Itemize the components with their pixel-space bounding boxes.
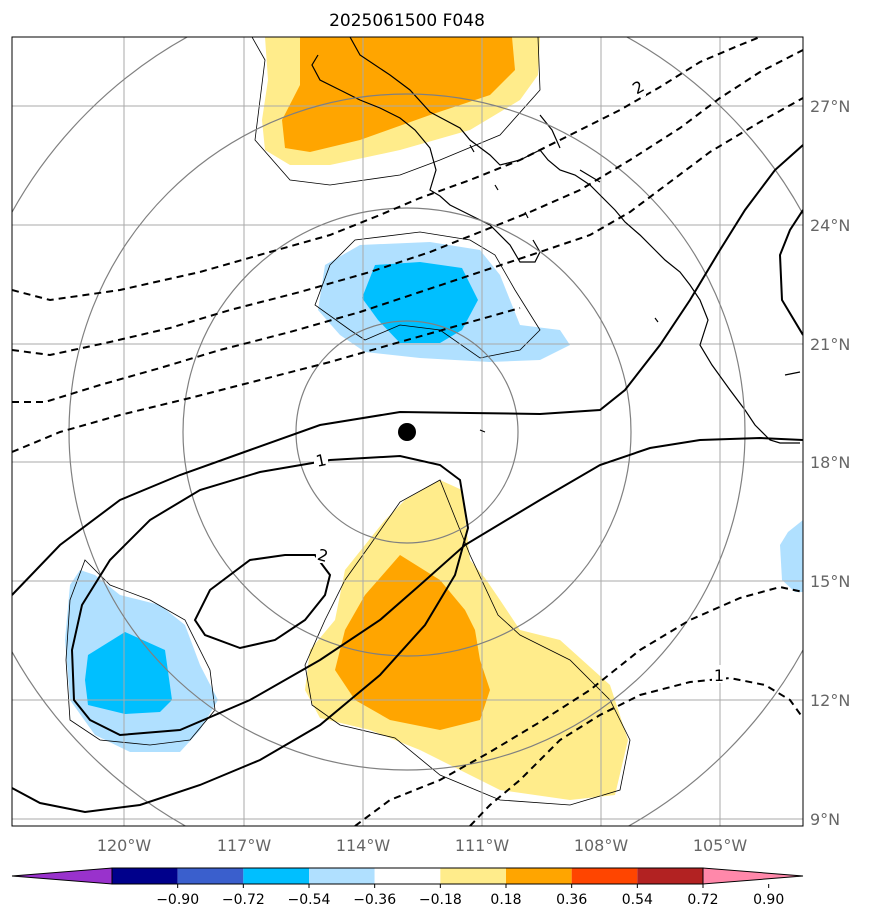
fill-negative-east-edge [780, 520, 803, 592]
colorbar-segment [637, 868, 703, 884]
colorbar-segment [571, 868, 638, 884]
colorbar-segment [309, 868, 375, 884]
coastline-islands [469, 144, 801, 433]
range-ring-1 [295, 320, 519, 544]
lat-label-24n: 24°N [810, 216, 850, 235]
lat-label-9n: 9°N [810, 810, 840, 829]
lat-label-18n: 18°N [810, 453, 850, 472]
colorbar-tick-label: −0.90 [156, 892, 199, 908]
colorbar-tick-label: 0.72 [687, 892, 718, 908]
colorbar-tick-label: 0.54 [622, 892, 653, 908]
thin-contour-south [304, 479, 631, 806]
dashed-contour-n2 [12, 49, 803, 357]
colorbar-segment [112, 868, 178, 884]
contour-label-1-east: 1 [714, 666, 724, 685]
colorbar-segment [506, 868, 572, 884]
lon-label-105w: 105°W [693, 836, 748, 855]
map-frame [11, 36, 804, 827]
lon-label-108w: 108°W [574, 836, 629, 855]
colorbar-tick-label: 0.90 [753, 892, 784, 908]
dashed-contour-n4 [12, 307, 521, 453]
range-ring-3 [68, 93, 746, 771]
colorbar-tick-label: −0.72 [222, 892, 265, 908]
lat-label-21n: 21°N [810, 335, 850, 354]
dashed-contour-s2 [469, 676, 803, 826]
dashed-contour-n3 [12, 97, 803, 403]
lon-labels: 120°W 117°W 114°W 111°W 108°W 105°W [97, 836, 748, 855]
lon-label-120w: 120°W [97, 836, 152, 855]
solid-contour-2-inner [193, 554, 332, 650]
colorbar-segment [440, 868, 506, 884]
coastline-baja [311, 54, 541, 263]
lon-label-114w: 114°W [336, 836, 391, 855]
dashed-contours [12, 37, 803, 826]
lat-label-15n: 15°N [810, 572, 850, 591]
range-rings [12, 37, 803, 826]
map-panel: 2 1 2 1 [12, 37, 803, 826]
lon-label-117w: 117°W [217, 836, 272, 855]
contour-label-1-central: 1 [314, 450, 328, 471]
fill-negative-central-dark [362, 262, 478, 343]
colorbar-tick-label: −0.54 [288, 892, 331, 908]
lat-labels: 27°N 24°N 21°N 18°N 15°N 12°N 9°N [810, 97, 850, 829]
colorbar-extend-low [11, 867, 113, 885]
solid-contour-1a [12, 144, 803, 596]
graticule [12, 37, 803, 826]
contour-labels: 2 1 2 1 [314, 76, 726, 685]
figure-title: 2025061500 F048 [329, 11, 485, 31]
lon-label-111w: 111°W [455, 836, 510, 855]
colorbar-segment [374, 868, 441, 884]
colorbar-segment [177, 868, 244, 884]
colorbar-tick-label: 0.36 [556, 892, 587, 908]
thin-contour-sw [65, 559, 216, 746]
solid-contour-1b [12, 436, 803, 814]
colorbar-segment [243, 868, 309, 884]
coastline-gulf-mainland [349, 37, 800, 444]
lat-label-27n: 27°N [810, 97, 850, 116]
colorbar-frame [111, 867, 704, 885]
colorbar-tick-label: 0.18 [490, 892, 521, 908]
colorbar-extend-high [702, 867, 804, 885]
storm-center-marker [398, 423, 416, 441]
thin-contour-north [251, 37, 541, 186]
range-ring-2 [182, 207, 632, 657]
contour-label-2-inner: 2 [315, 545, 330, 566]
solid-contours [12, 144, 803, 814]
fill-positive-south-dark [335, 555, 490, 730]
colorbar-tick-label: −0.18 [419, 892, 462, 908]
dashed-contour-n1 [12, 37, 761, 302]
colorbar: −0.90 −0.72 −0.54 −0.36 −0.18 0.18 0.36 0.54 0.7… [11, 867, 804, 908]
colorbar-tick-label: −0.36 [353, 892, 396, 908]
coastline [311, 37, 801, 444]
solid-contour-east [778, 209, 803, 336]
lat-label-12n: 12°N [810, 691, 850, 710]
